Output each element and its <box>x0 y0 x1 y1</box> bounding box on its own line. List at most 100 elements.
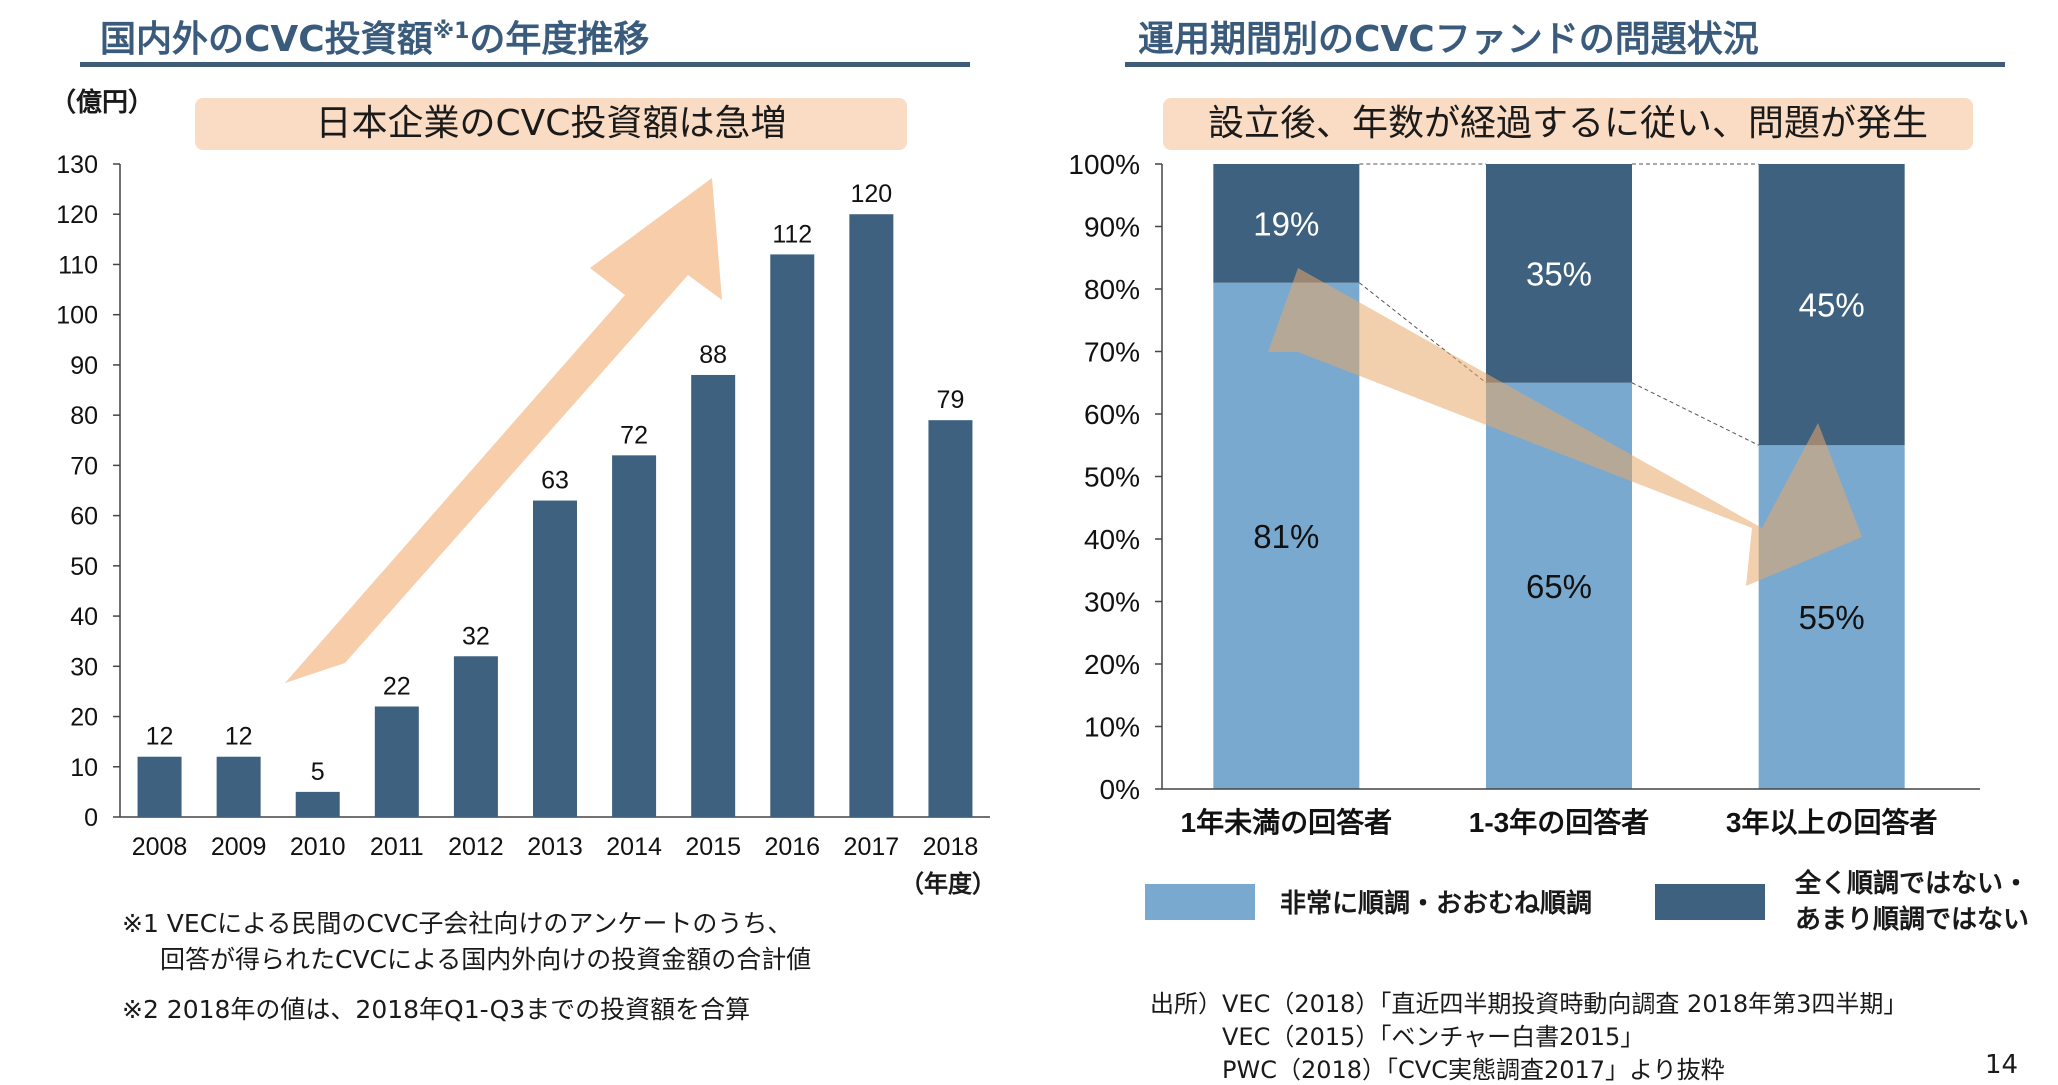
right-x-tick-label: 1年未満の回答者 <box>1181 806 1393 838</box>
bar-value-label: 12 <box>146 723 174 751</box>
right-y-tick-label: 60% <box>1084 399 1140 430</box>
left-y-tick-label: 100 <box>56 302 98 330</box>
bar-value-label: 120 <box>851 180 893 208</box>
left-title-main: 国内外のCVC投資額 <box>100 19 433 60</box>
right-x-tick-label: 1-3年の回答者 <box>1469 806 1649 838</box>
stacked-segment-positive <box>1213 282 1360 789</box>
right-y-tick-label: 70% <box>1084 337 1140 368</box>
left-y-tick-label: 40 <box>70 603 98 631</box>
bar-value-label: 79 <box>937 386 965 414</box>
right-chart-title: 運用期間別のCVCファンドの問題状況 <box>1138 19 1759 60</box>
left-y-tick-label: 50 <box>70 553 98 581</box>
left-x-tick-label: 2018 <box>923 833 979 861</box>
stacked-segment-negative <box>1486 164 1632 383</box>
segment-label-positive: 65% <box>1526 568 1592 605</box>
right-x-tick-label: 3年以上の回答者 <box>1726 806 1938 838</box>
right-y-tick-label: 100% <box>1068 149 1140 180</box>
left-y-tick-label: 120 <box>56 201 98 229</box>
bar-value-label: 63 <box>541 467 569 495</box>
left-note-1: ※1 VECによる民間のCVC子会社向けのアンケートのうち、 <box>122 909 793 938</box>
right-y-tick-label: 90% <box>1084 212 1140 243</box>
bar-2015 <box>691 374 736 817</box>
left-y-tick-label: 130 <box>56 151 98 179</box>
segment-label-negative: 35% <box>1526 255 1592 292</box>
stacked-segment-negative <box>1758 164 1905 446</box>
bar-2014 <box>612 455 657 817</box>
left-y-tick-label: 0 <box>84 804 98 832</box>
bar-value-label: 12 <box>225 723 253 751</box>
page-number: 14 <box>1985 1050 2019 1080</box>
right-y-tick-label: 10% <box>1084 712 1140 743</box>
right-title-rule <box>1125 62 2005 67</box>
bar-value-label: 32 <box>462 622 490 650</box>
bar-value-label: 88 <box>699 341 727 369</box>
left-x-tick-label: 2011 <box>370 833 424 861</box>
bar-2018 <box>928 420 973 817</box>
growth-arrow-shape <box>285 178 722 683</box>
left-x-tick-label: 2015 <box>685 833 741 861</box>
source-line-3: PWC（2018）「CVC実態調査2017」より抜粋 <box>1222 1056 1725 1084</box>
legend-label-positive: 非常に順調・おおむね順調 <box>1280 889 1593 919</box>
decline-arrow <box>1268 268 1862 586</box>
bar-2017 <box>849 214 894 817</box>
left-x-tick-label: 2017 <box>844 833 900 861</box>
left-y-tick-label: 20 <box>70 704 98 732</box>
legend-label-negative-line1: 全く順調ではない・ <box>1795 869 2030 899</box>
connector-line-boundary <box>1631 382 1759 446</box>
right-y-tick-label: 50% <box>1084 462 1140 493</box>
segment-label-positive: 55% <box>1799 599 1865 636</box>
bar-2012 <box>453 656 498 817</box>
source-line-1: 出所）VEC（2018）「直近四半期投資時動向調査 2018年第3四半期」 <box>1150 990 1908 1018</box>
left-banner: 日本企業のCVC投資額は急増 <box>195 98 907 150</box>
bar-2009 <box>216 756 261 817</box>
bar-value-label: 5 <box>311 758 325 786</box>
right-y-tick-label: 30% <box>1084 587 1140 618</box>
bar-value-label: 22 <box>383 672 411 700</box>
left-chart-title: 国内外のCVC投資額※1の年度推移 <box>100 10 649 62</box>
left-y-tick-label: 90 <box>70 352 98 380</box>
left-x-tick-label: 2013 <box>527 833 583 861</box>
left-bar-chart: 0 10 20 30 40 50 60 70 80 90 100 110 120 130 2008 2009 2… <box>56 151 990 861</box>
source-line-2: VEC（2015）「ベンチャー白書2015」 <box>1222 1023 1645 1051</box>
right-y-tick-label: 40% <box>1084 524 1140 555</box>
right-y-tick-label: 0% <box>1100 774 1140 805</box>
right-y-tick-label: 20% <box>1084 649 1140 680</box>
left-x-tick-label: 2010 <box>290 833 346 861</box>
bar-2013 <box>533 500 577 817</box>
left-x-tick-label: 2016 <box>764 833 820 861</box>
decline-arrow-shape <box>1268 268 1862 586</box>
left-x-tick-label: 2008 <box>132 833 188 861</box>
left-y-tick-label: 30 <box>70 653 98 681</box>
bar-2008 <box>137 756 182 817</box>
left-x-unit-label: （年度） <box>900 870 996 898</box>
right-banner: 設立後、年数が経過するに従い、問題が発生 <box>1163 98 1973 150</box>
legend-swatch-negative <box>1655 884 1765 920</box>
left-note-3: ※2 2018年の値は、2018年Q1-Q3までの投資額を合算 <box>122 995 751 1024</box>
left-note-2: 回答が得られたCVCによる国内外向けの投資金額の合計値 <box>160 945 812 974</box>
bar-2011 <box>374 706 419 817</box>
legend-label-negative-line2: あまり順調ではない <box>1795 905 2030 935</box>
growth-arrow <box>285 178 722 683</box>
left-x-tick-label: 2014 <box>606 833 662 861</box>
bar-2010 <box>295 791 340 817</box>
left-y-tick-label: 10 <box>70 754 98 782</box>
left-title-suffix: の年度推移 <box>469 19 650 60</box>
left-x-tick-label: 2012 <box>448 833 504 861</box>
bar-2016 <box>770 254 815 817</box>
left-y-tick-label: 70 <box>70 452 98 480</box>
segment-label-positive: 81% <box>1253 518 1319 555</box>
left-title-rule <box>80 62 970 67</box>
segment-label-negative: 45% <box>1799 287 1865 324</box>
left-title-footnote-mark: ※1 <box>432 19 470 44</box>
legend-swatch-positive <box>1145 884 1255 920</box>
segment-label-negative: 19% <box>1253 205 1319 242</box>
bar-value-label: 112 <box>772 220 812 248</box>
stacked-segment-negative <box>1213 164 1360 283</box>
right-y-tick-label: 80% <box>1084 274 1140 305</box>
left-y-tick-label: 80 <box>70 402 98 430</box>
bar-value-label: 72 <box>620 421 648 449</box>
left-y-tick-label: 110 <box>58 251 98 279</box>
right-stacked-bar-chart: 81% 19% 65% 35% 55% 45% 0% 10% 20% 30% 40% 50% 60% 7… <box>1068 149 1980 838</box>
left-x-tick-label: 2009 <box>211 833 267 861</box>
left-unit-label: （億円） <box>50 88 155 118</box>
